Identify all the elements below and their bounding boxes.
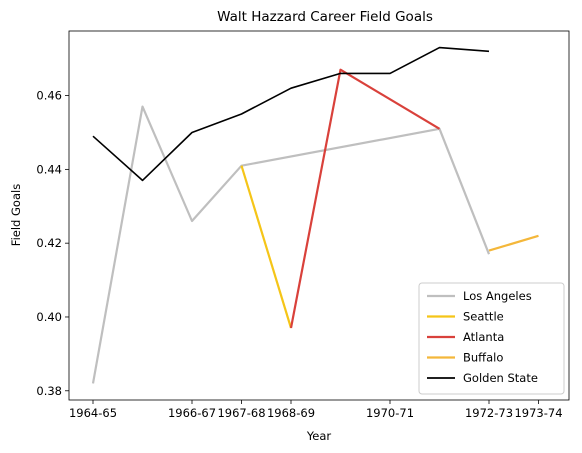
y-tick-label: 0.44 xyxy=(36,162,62,176)
series-line-atlanta xyxy=(289,68,441,329)
x-axis: 1964-65 1966-67 1967-68 1968-69 1970-71 1972-… xyxy=(69,400,563,420)
y-tick-label: 0.46 xyxy=(36,89,62,103)
y-tick-label: 0.40 xyxy=(36,310,62,324)
legend-label: Golden State xyxy=(463,371,538,385)
legend-label: Buffalo xyxy=(463,351,503,365)
chart-title: Walt Hazzard Career Field Goals xyxy=(217,9,433,25)
series-line-golden-state xyxy=(92,46,490,182)
y-tick-label: 0.42 xyxy=(36,236,62,250)
x-tick-label: 1964-65 xyxy=(69,406,117,420)
y-axis: 0.38 0.40 0.42 0.44 0.46 xyxy=(36,89,69,398)
series-line-seattle xyxy=(240,165,293,329)
legend-label: Seattle xyxy=(463,310,504,324)
x-axis-label: Year xyxy=(306,429,332,443)
y-tick-label: 0.38 xyxy=(36,384,62,398)
legend-label: Atlanta xyxy=(463,330,504,344)
legend-box xyxy=(418,282,565,395)
series-line-buffalo xyxy=(488,234,539,252)
x-tick-label: 1967-68 xyxy=(217,406,265,420)
x-tick-label: 1968-69 xyxy=(267,406,315,420)
plot-frame xyxy=(68,30,570,401)
legend-label: Los Angeles xyxy=(463,289,532,303)
x-tick-label: 1970-71 xyxy=(366,406,414,420)
series-line-los-angeles xyxy=(91,105,491,384)
x-tick-label: 1966-67 xyxy=(168,406,216,420)
x-tick-label: 1972-73 xyxy=(465,406,513,420)
legend: Los Angeles Seattle Atlanta Buffalo Golden S… xyxy=(418,282,565,395)
y-axis-label: Field Goals xyxy=(9,184,23,246)
x-tick-label: 1973-74 xyxy=(514,406,562,420)
series-layer xyxy=(91,46,539,384)
